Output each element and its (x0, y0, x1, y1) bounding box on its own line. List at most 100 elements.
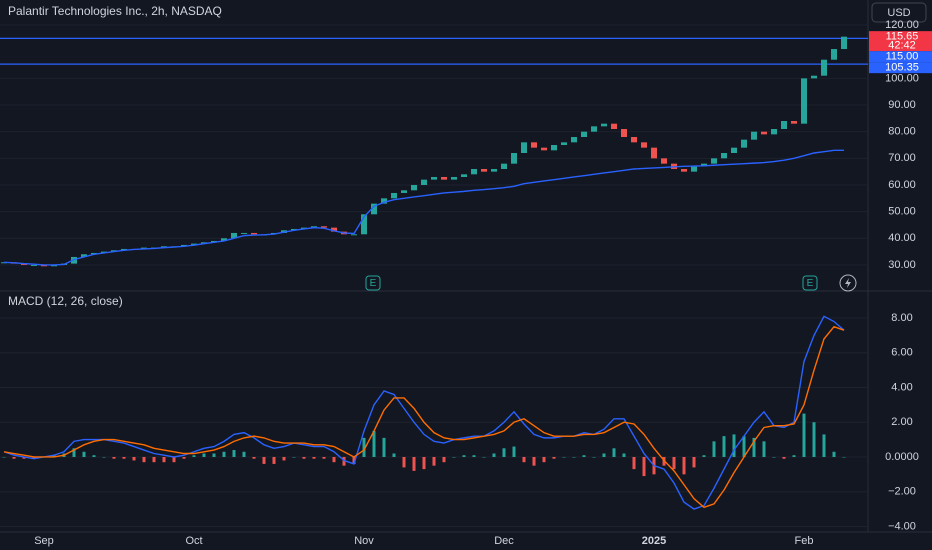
histogram-bar (292, 456, 296, 458)
histogram-bar (162, 456, 166, 463)
histogram-bar (802, 413, 806, 457)
histogram-bar (632, 456, 636, 470)
candle (251, 232, 257, 235)
y-tick-label: 0.0000 (885, 451, 919, 463)
histogram-bar (772, 456, 776, 458)
x-tick-label: Feb (795, 535, 814, 547)
histogram-bar (542, 456, 546, 463)
histogram-bar (832, 451, 836, 457)
histogram-bar (562, 456, 566, 458)
x-tick-label: Oct (185, 535, 202, 547)
macd-line (3, 315, 845, 510)
currency-label[interactable]: USD (887, 7, 910, 19)
y-tick-label: 2.00 (891, 416, 912, 428)
candle (31, 264, 37, 266)
y-tick-label: 60.00 (888, 179, 916, 191)
macd-title: MACD (12, 26, close) (8, 294, 123, 308)
candle (231, 232, 237, 239)
histogram-bar (422, 456, 426, 470)
histogram-bar (272, 456, 276, 464)
histogram-bar (702, 455, 706, 457)
histogram-bar (412, 456, 416, 471)
histogram-bar (22, 456, 26, 459)
candle (531, 142, 537, 148)
histogram-bar (722, 436, 726, 457)
y-tick-label: 6.00 (891, 347, 912, 359)
histogram-bar (752, 437, 756, 457)
histogram-bar (382, 437, 386, 457)
histogram-bar (342, 456, 346, 466)
histogram-bar (122, 456, 126, 459)
candle (811, 75, 817, 79)
candle (611, 123, 617, 130)
histogram-bar (262, 456, 266, 464)
candle (321, 226, 327, 228)
histogram-bar (392, 453, 396, 457)
dividend-icon[interactable] (839, 274, 857, 292)
candle (441, 176, 447, 180)
histogram-bar (442, 456, 446, 463)
earnings-marker[interactable] (802, 275, 818, 291)
histogram-bar (72, 448, 76, 457)
candle (711, 158, 717, 164)
histogram-bar (312, 456, 316, 459)
x-tick-label: 2025 (642, 535, 666, 547)
earnings-label[interactable]: E (807, 278, 814, 289)
histogram-bar (302, 456, 306, 459)
histogram-bar (82, 451, 86, 457)
histogram-bar (372, 430, 376, 457)
candle (561, 142, 567, 145)
candle (841, 36, 847, 50)
histogram-bar (502, 448, 506, 457)
histogram-bar (242, 451, 246, 457)
histogram-bar (622, 453, 626, 457)
candle (801, 78, 807, 124)
candle (731, 147, 737, 153)
earnings-label[interactable]: E (370, 278, 377, 289)
histogram-bar (572, 456, 576, 458)
candle (501, 163, 507, 169)
currency-button[interactable] (871, 2, 927, 23)
x-tick-label: Nov (354, 535, 374, 547)
y-tick-label: 100.00 (885, 72, 919, 84)
histogram-bar (402, 456, 406, 468)
candle (391, 192, 397, 199)
candle (191, 243, 197, 245)
candle (651, 147, 657, 159)
histogram-bar (742, 436, 746, 457)
x-tick-label: Dec (494, 535, 514, 547)
histogram-bar (462, 455, 466, 457)
histogram-bar (102, 456, 106, 458)
candle (221, 238, 227, 241)
histogram-bar (452, 456, 456, 458)
price-tag (869, 40, 932, 52)
candle (361, 214, 367, 235)
candle (781, 121, 787, 130)
candle (701, 163, 707, 167)
x-tick-label: Sep (34, 535, 54, 547)
y-tick-label: 40.00 (888, 232, 916, 244)
histogram-bar (182, 456, 186, 459)
price-tag (869, 62, 932, 74)
macd-line (3, 325, 845, 509)
histogram-bar (812, 422, 816, 457)
y-tick-label: −4.00 (888, 520, 916, 532)
candle (681, 168, 687, 172)
chart-title: Palantir Technologies Inc., 2h, NASDAQ (8, 4, 222, 18)
candle (451, 176, 457, 180)
histogram-bar (142, 456, 146, 463)
y-tick-label: 8.00 (891, 312, 912, 324)
histogram-bar (132, 456, 136, 461)
y-tick-label: 70.00 (888, 152, 916, 164)
histogram-bar (692, 456, 696, 468)
histogram-bar (322, 456, 326, 459)
candle (331, 227, 337, 232)
price-tag-label: 115.00 (886, 51, 919, 63)
histogram-bar (202, 453, 206, 457)
candle (831, 49, 837, 60)
earnings-marker[interactable] (365, 275, 381, 291)
y-tick-label: −2.00 (888, 486, 916, 498)
histogram-bar (432, 456, 436, 466)
